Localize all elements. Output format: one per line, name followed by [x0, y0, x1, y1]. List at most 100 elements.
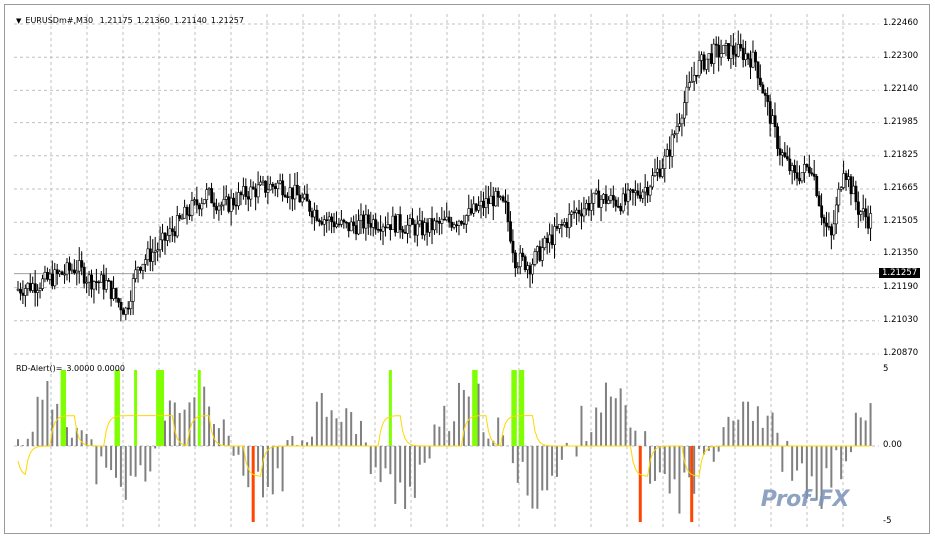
candle-body [722, 45, 726, 54]
candle-body [261, 180, 265, 183]
candle-body [575, 209, 579, 214]
histogram-bar [178, 412, 181, 446]
candle-body [337, 223, 341, 226]
histogram-bar [693, 446, 696, 494]
alert-up-bar [472, 370, 476, 446]
candle-body [19, 288, 22, 294]
candle-body [391, 215, 395, 230]
histogram-bar [17, 439, 19, 446]
candle-body [518, 252, 522, 267]
histogram-bar [413, 446, 416, 498]
indicator-canvas[interactable] [14, 362, 879, 530]
candle-body [732, 45, 735, 55]
collapse-arrow-icon[interactable]: ▼ [16, 17, 22, 25]
candle-body [276, 182, 280, 189]
histogram-bar [629, 427, 632, 446]
candle-body [107, 280, 111, 282]
histogram-bar [786, 440, 789, 446]
candle-body [550, 234, 554, 245]
candle-body [386, 224, 390, 228]
candle-body [516, 266, 520, 269]
candle-body [389, 224, 392, 230]
candle-body [803, 164, 806, 173]
candle-body [41, 278, 44, 289]
histogram-bar [149, 446, 152, 472]
candle-body [509, 221, 512, 242]
candle-body [190, 200, 194, 216]
histogram-bar [546, 446, 549, 491]
candle-body [90, 274, 93, 290]
candle-body [396, 214, 400, 233]
candle-body [685, 86, 689, 103]
candle-body [837, 188, 841, 206]
indicator-pane[interactable]: RD-Alert()= 3.0000 0.0000 Prof-FX [14, 362, 879, 530]
candle-body [401, 229, 405, 233]
candle-body [734, 53, 738, 57]
histogram-bar [438, 426, 441, 446]
candle-body [430, 218, 434, 231]
candle-body [609, 195, 613, 201]
candle-body [604, 194, 608, 204]
candle-body [763, 92, 767, 96]
histogram-bar [619, 388, 622, 446]
candle-body [180, 217, 184, 220]
candle-body [347, 222, 351, 232]
candle-body [63, 273, 67, 276]
candle-body [687, 82, 691, 88]
candle-body [53, 269, 57, 287]
histogram-bar [698, 446, 701, 450]
candle-body [624, 193, 628, 202]
candle-body [560, 224, 564, 226]
candle-body [864, 208, 868, 218]
histogram-bar [551, 446, 554, 476]
histogram-bar [722, 427, 725, 446]
candle-body [234, 204, 238, 207]
histogram-bar [286, 440, 289, 446]
histogram-bar [624, 405, 627, 446]
histogram-bar [585, 441, 588, 446]
histogram-bar [124, 446, 127, 500]
candle-body [749, 58, 753, 68]
histogram-bar [521, 446, 524, 462]
candle-body [26, 282, 30, 289]
price-axis[interactable]: 1.22460 1.22300 1.22140 1.21985 1.21825 1.216… [879, 14, 931, 359]
candle-body [536, 246, 539, 252]
candle-body [805, 164, 809, 168]
candle-body [298, 194, 302, 203]
histogram-bar [727, 416, 730, 446]
candle-body [95, 281, 98, 283]
candle-body [663, 155, 667, 169]
histogram-bar [26, 438, 29, 446]
histogram-bar [350, 412, 353, 446]
prof-fx-watermark: Prof-FX [760, 487, 850, 512]
candle-body [362, 214, 365, 229]
symbol-label: EURUSDm#,M30 [25, 16, 94, 25]
histogram-bar [609, 396, 612, 446]
histogram-bar [644, 431, 647, 446]
candle-body [793, 165, 797, 173]
candle-body [158, 239, 162, 251]
candle-body [168, 228, 172, 236]
price-chart-canvas[interactable] [14, 14, 879, 359]
histogram-bar [271, 446, 274, 495]
candle-body [202, 199, 206, 204]
candle-body [438, 221, 441, 224]
price-chart-pane[interactable]: ▼ EURUSDm#,M30 1.21175 1.21360 1.21140 1.212… [14, 14, 879, 359]
candle-body [428, 218, 432, 233]
candle-body [87, 274, 91, 283]
candle-body [487, 198, 490, 204]
alert-up-bar [197, 370, 201, 446]
candle-body [570, 211, 574, 215]
candle-body [700, 54, 704, 61]
histogram-bar [595, 407, 598, 446]
histogram-bar [404, 446, 407, 510]
alert-up-bar [116, 370, 120, 446]
candle-body [408, 218, 412, 226]
candle-body [85, 281, 89, 284]
alert-up-bar [114, 370, 118, 446]
candle-body [28, 282, 32, 291]
candle-body [648, 186, 652, 196]
candle-body [325, 219, 329, 221]
candle-body [183, 206, 187, 219]
candle-body [104, 280, 108, 290]
